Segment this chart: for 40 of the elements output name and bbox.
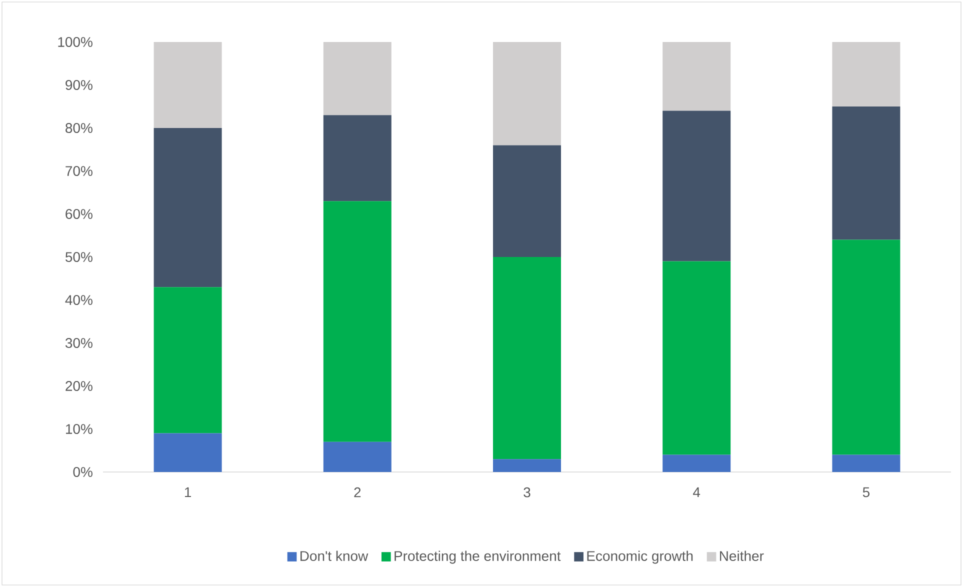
y-tick-label: 20% (66, 381, 92, 391)
bar (832, 42, 900, 106)
y-tick-label: 80% (66, 123, 92, 133)
bar (323, 42, 392, 116)
bar (323, 115, 392, 202)
bar (832, 240, 900, 455)
bar (493, 257, 561, 460)
legend-label: Protecting the environment (394, 550, 561, 564)
y-tick-label: 70% (66, 166, 92, 176)
y-tick-label: 40% (65, 295, 92, 305)
legend-label: Neither (720, 550, 764, 561)
bar (323, 201, 392, 442)
y-tick-label: 0% (73, 467, 92, 477)
bar (832, 454, 900, 472)
x-tick-label: 1 (184, 487, 191, 498)
y-tick-label: 30% (65, 338, 92, 348)
bar (154, 128, 222, 288)
bar (493, 42, 561, 146)
x-tick-label: 4 (693, 487, 700, 498)
bar (154, 433, 222, 472)
bar (662, 261, 731, 455)
y-tick-label: 10% (66, 424, 92, 434)
bar (154, 287, 222, 434)
bar (662, 110, 731, 262)
bar (493, 459, 561, 472)
y-tick-label: 50% (66, 252, 92, 262)
x-tick-label: 2 (354, 487, 361, 498)
x-tick-label: 5 (862, 487, 870, 498)
x-tick-label: 3 (524, 487, 530, 498)
y-tick-label: 90% (66, 80, 92, 90)
y-tick-label: 100% (58, 37, 92, 47)
bar (154, 42, 222, 128)
bar (662, 42, 731, 111)
y-tick-label: 60% (66, 209, 92, 219)
bar (493, 145, 561, 257)
bar (323, 442, 392, 472)
bar (832, 106, 900, 240)
legend-label: Don't know (300, 550, 368, 561)
legend-label: Economic growth (587, 550, 693, 564)
bar (662, 454, 731, 472)
